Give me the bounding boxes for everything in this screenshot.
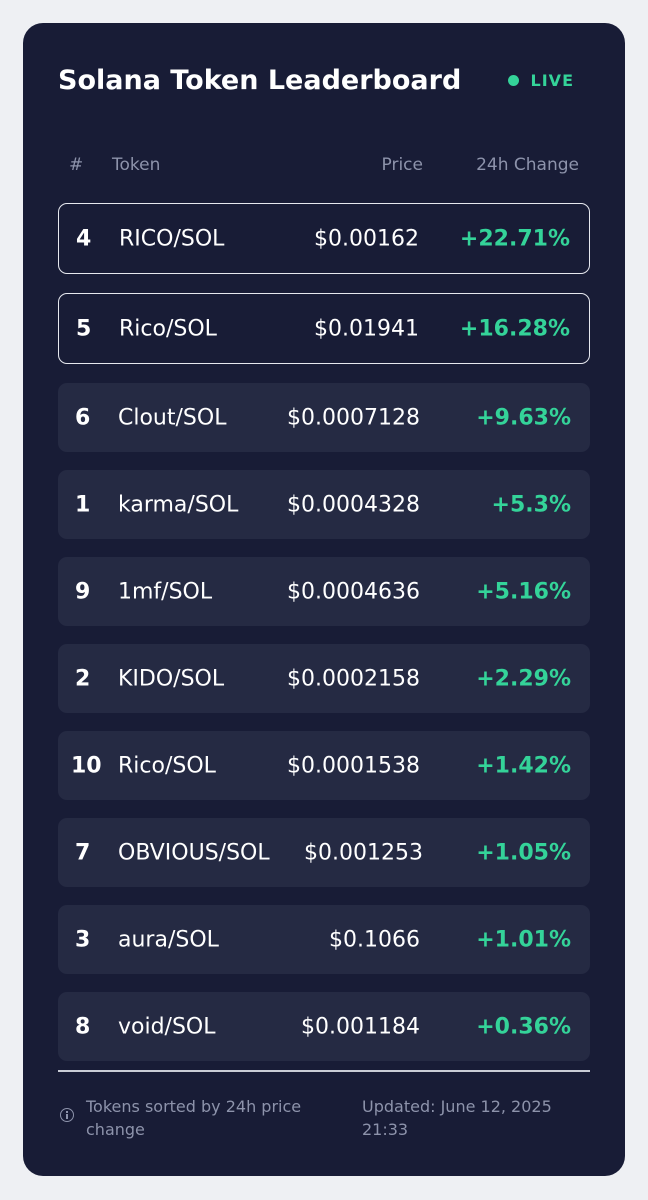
row-price: $0.01941: [314, 316, 419, 341]
column-header-rank: #: [69, 155, 84, 175]
row-change: +1.01%: [476, 927, 571, 952]
row-rank: 6: [75, 405, 91, 430]
table-row[interactable]: 1 karma/SOL $0.0004328 +5.3%: [58, 470, 590, 539]
page-title: Solana Token Leaderboard: [58, 64, 462, 96]
row-token: Clout/SOL: [118, 405, 227, 430]
row-change: +9.63%: [476, 405, 571, 430]
table-row[interactable]: 5 Rico/SOL $0.01941 +16.28%: [58, 293, 590, 364]
live-indicator: LIVE: [507, 70, 574, 90]
row-change: +16.28%: [459, 316, 570, 341]
row-price: $0.001253: [304, 840, 423, 865]
row-price: $0.0004328: [287, 492, 420, 517]
row-price: $0.0001538: [287, 753, 420, 778]
row-token: aura/SOL: [118, 927, 219, 952]
row-rank: 2: [75, 666, 91, 691]
row-token: OBVIOUS/SOL: [118, 840, 270, 865]
row-rank: 9: [75, 579, 91, 604]
row-change: +1.05%: [476, 840, 571, 865]
sort-note-text: Tokens sorted by 24h price change: [86, 1097, 302, 1139]
row-change: +5.3%: [491, 492, 571, 517]
info-icon: [60, 1108, 74, 1122]
sort-note: Tokens sorted by 24h price change: [58, 1095, 328, 1141]
table-row[interactable]: 4 RICO/SOL $0.00162 +22.71%: [58, 203, 590, 274]
footer-divider: [58, 1070, 590, 1072]
column-header-price: Price: [381, 155, 423, 175]
table-row[interactable]: 2 KIDO/SOL $0.0002158 +2.29%: [58, 644, 590, 713]
row-token: RICO/SOL: [119, 226, 225, 251]
row-price: $0.00162: [314, 226, 419, 251]
leaderboard-card: Solana Token Leaderboard LIVE # Token Pr…: [23, 23, 625, 1176]
row-rank: 5: [76, 316, 92, 341]
row-rank: 1: [75, 492, 91, 517]
row-token: 1mf/SOL: [118, 579, 213, 604]
row-token: karma/SOL: [118, 492, 239, 517]
row-rank: 4: [76, 226, 92, 251]
column-header-change: 24h Change: [476, 155, 579, 175]
row-change: +22.71%: [459, 226, 570, 251]
row-price: $0.001184: [301, 1014, 420, 1039]
row-price: $0.0002158: [287, 666, 420, 691]
row-change: +2.29%: [476, 666, 571, 691]
row-change: +5.16%: [476, 579, 571, 604]
row-change: +1.42%: [476, 753, 571, 778]
row-price: $0.0004636: [287, 579, 420, 604]
row-price: $0.0007128: [287, 405, 420, 430]
live-label: LIVE: [530, 70, 574, 90]
row-token: Rico/SOL: [118, 753, 216, 778]
row-price: $0.1066: [329, 927, 420, 952]
table-row[interactable]: 10 Rico/SOL $0.0001538 +1.42%: [58, 731, 590, 800]
table-row[interactable]: 3 aura/SOL $0.1066 +1.01%: [58, 905, 590, 974]
table-row[interactable]: 7 OBVIOUS/SOL $0.001253 +1.05%: [58, 818, 590, 887]
row-token: void/SOL: [118, 1014, 216, 1039]
row-token: KIDO/SOL: [118, 666, 225, 691]
row-token: Rico/SOL: [119, 316, 217, 341]
table-row[interactable]: 8 void/SOL $0.001184 +0.36%: [58, 992, 590, 1061]
table-row[interactable]: 9 1mf/SOL $0.0004636 +5.16%: [58, 557, 590, 626]
card-header: Solana Token Leaderboard LIVE: [58, 60, 590, 100]
row-rank: 7: [75, 840, 91, 865]
table-header: # Token Price 24h Change: [58, 155, 590, 181]
row-rank: 8: [75, 1014, 91, 1039]
row-rank: 10: [71, 753, 102, 778]
status-dot-icon: [507, 74, 519, 86]
column-header-token: Token: [112, 155, 161, 175]
row-rank: 3: [75, 927, 91, 952]
table-row[interactable]: 6 Clout/SOL $0.0007128 +9.63%: [58, 383, 590, 452]
updated-timestamp: Updated: June 12, 2025 21:33: [362, 1097, 552, 1139]
row-change: +0.36%: [476, 1014, 571, 1039]
